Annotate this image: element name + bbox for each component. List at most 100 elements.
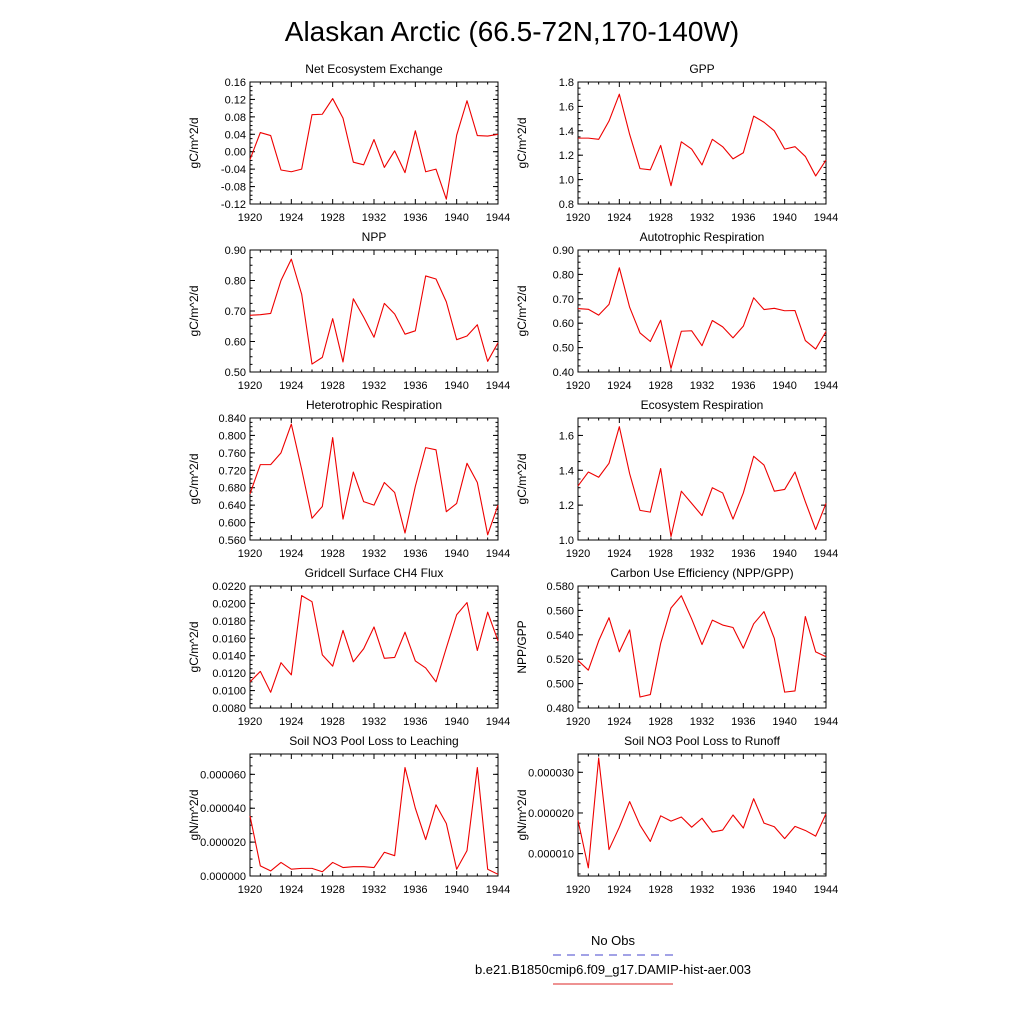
y-tick-label: 1.6 bbox=[559, 430, 574, 442]
x-tick-label: 1928 bbox=[320, 548, 344, 560]
x-tick-label: 1944 bbox=[486, 884, 510, 896]
y-tick-label: 0.720 bbox=[218, 465, 246, 477]
x-tick-label: 1936 bbox=[731, 884, 755, 896]
x-tick-label: 1920 bbox=[566, 884, 590, 896]
y-tick-label: 0.520 bbox=[546, 654, 574, 666]
y-axis-label: gC/m^2/d bbox=[187, 286, 201, 337]
series-line bbox=[577, 426, 827, 538]
y-tick-label: 0.0100 bbox=[212, 686, 246, 698]
y-axis-label: gC/m^2/d bbox=[515, 118, 529, 169]
x-tick-label: 1920 bbox=[238, 380, 262, 392]
y-tick-label: 0.80 bbox=[553, 269, 574, 281]
y-axis-label: gN/m^2/d bbox=[515, 790, 529, 841]
y-tick-label: 0.60 bbox=[553, 318, 574, 330]
series-line bbox=[249, 423, 499, 536]
y-tick-label: 1.2 bbox=[559, 500, 574, 512]
y-tick-label: 0.840 bbox=[218, 413, 246, 425]
y-tick-label: 0.600 bbox=[218, 518, 246, 530]
panel-title: Carbon Use Efficiency (NPP/GPP) bbox=[610, 566, 793, 580]
y-tick-label: 0.580 bbox=[546, 581, 574, 593]
y-tick-label: 0.90 bbox=[553, 245, 574, 257]
x-tick-label: 1928 bbox=[320, 716, 344, 728]
series-line bbox=[249, 595, 499, 693]
panel-autotrophic-respiration: Autotrophic Respiration gC/m^2/d 1920 1924 1… bbox=[515, 230, 838, 392]
panel-npp: NPP gC/m^2/d 1920 1924 1928 1932 1936 1940 1944 0… bbox=[187, 230, 510, 392]
x-tick-label: 1924 bbox=[279, 548, 303, 560]
plot-frame bbox=[577, 81, 827, 205]
x-tick-label: 1940 bbox=[772, 212, 796, 224]
y-tick-label: 0.800 bbox=[218, 430, 246, 442]
panel-net-ecosystem-exchange: Net Ecosystem Exchange gC/m^2/d 1920 1924 19… bbox=[187, 62, 510, 224]
x-tick-label: 1924 bbox=[607, 380, 631, 392]
x-tick-label: 1932 bbox=[690, 212, 714, 224]
x-tick-label: 1940 bbox=[772, 548, 796, 560]
x-tick-label: 1924 bbox=[279, 884, 303, 896]
panel-title: Gridcell Surface CH4 Flux bbox=[305, 566, 444, 580]
x-tick-label: 1932 bbox=[690, 716, 714, 728]
x-tick-label: 1936 bbox=[403, 548, 427, 560]
y-tick-label: 0.50 bbox=[553, 343, 574, 355]
legend-label-model: b.e21.B1850cmip6.f09_g17.DAMIP-hist-aer.… bbox=[475, 962, 751, 977]
plot-frame bbox=[249, 81, 499, 205]
y-tick-label: 0.0080 bbox=[212, 703, 246, 715]
y-tick-label: 0.60 bbox=[225, 337, 246, 349]
y-axis-label: gC/m^2/d bbox=[515, 454, 529, 505]
panel-soil-no3-pool-loss-to-leaching: Soil NO3 Pool Loss to Leaching gN/m^2/d 19… bbox=[187, 734, 510, 896]
series-line bbox=[249, 767, 499, 875]
x-tick-label: 1940 bbox=[444, 884, 468, 896]
panel-title: Autotrophic Respiration bbox=[640, 230, 765, 244]
x-tick-label: 1928 bbox=[648, 380, 672, 392]
x-tick-label: 1928 bbox=[648, 884, 672, 896]
x-tick-label: 1924 bbox=[607, 884, 631, 896]
y-tick-label: 0.540 bbox=[546, 630, 574, 642]
y-tick-label: 0.680 bbox=[218, 483, 246, 495]
y-tick-label: 0.00 bbox=[225, 147, 246, 159]
x-tick-label: 1924 bbox=[607, 548, 631, 560]
x-tick-label: 1944 bbox=[814, 884, 838, 896]
panel-gpp: GPP gC/m^2/d 1920 1924 1928 1932 1936 1940 1944 0… bbox=[515, 62, 838, 224]
series-line bbox=[577, 267, 827, 369]
plot-frame bbox=[577, 417, 827, 541]
x-tick-label: 1944 bbox=[486, 380, 510, 392]
x-tick-label: 1928 bbox=[320, 212, 344, 224]
y-tick-label: 0.480 bbox=[546, 703, 574, 715]
y-tick-label: 0.12 bbox=[225, 94, 246, 106]
x-tick-label: 1944 bbox=[486, 212, 510, 224]
y-tick-label: -0.04 bbox=[221, 164, 246, 176]
x-tick-label: 1920 bbox=[238, 212, 262, 224]
x-tick-label: 1924 bbox=[607, 212, 631, 224]
panel-title: Heterotrophic Respiration bbox=[306, 398, 442, 412]
panels: Net Ecosystem Exchange gC/m^2/d 1920 1924 19… bbox=[187, 62, 838, 896]
y-tick-label: 1.0 bbox=[559, 535, 574, 547]
series-line bbox=[577, 757, 827, 869]
x-tick-label: 1928 bbox=[648, 716, 672, 728]
y-tick-label: -0.12 bbox=[221, 199, 246, 211]
x-tick-label: 1940 bbox=[444, 380, 468, 392]
x-tick-label: 1944 bbox=[486, 716, 510, 728]
x-tick-label: 1920 bbox=[566, 548, 590, 560]
x-tick-label: 1940 bbox=[444, 716, 468, 728]
y-tick-label: 0.000040 bbox=[200, 803, 246, 815]
y-tick-label: 0.0120 bbox=[212, 668, 246, 680]
panel-title: Soil NO3 Pool Loss to Runoff bbox=[624, 734, 781, 748]
x-tick-label: 1936 bbox=[731, 548, 755, 560]
x-tick-label: 1920 bbox=[566, 716, 590, 728]
x-tick-label: 1932 bbox=[690, 548, 714, 560]
y-tick-label: 0.0220 bbox=[212, 581, 246, 593]
panel-ecosystem-respiration: Ecosystem Respiration gC/m^2/d 1920 1924 192… bbox=[515, 398, 838, 560]
y-tick-label: 0.000000 bbox=[200, 871, 246, 883]
y-axis-label: gC/m^2/d bbox=[515, 286, 529, 337]
x-tick-label: 1936 bbox=[403, 380, 427, 392]
y-tick-label: 0.40 bbox=[553, 367, 574, 379]
figure-title: Alaskan Arctic (66.5-72N,170-140W) bbox=[285, 16, 739, 47]
y-tick-label: 0.04 bbox=[225, 129, 246, 141]
x-tick-label: 1936 bbox=[731, 380, 755, 392]
x-tick-label: 1944 bbox=[814, 716, 838, 728]
panel-title: Soil NO3 Pool Loss to Leaching bbox=[289, 734, 458, 748]
legend: No Obs b.e21.B1850cmip6.f09_g17.DAMIP-hi… bbox=[475, 933, 751, 985]
y-axis-label: gC/m^2/d bbox=[187, 622, 201, 673]
series-line bbox=[249, 258, 499, 365]
y-tick-label: 0.70 bbox=[553, 294, 574, 306]
plot-frame bbox=[577, 585, 827, 709]
